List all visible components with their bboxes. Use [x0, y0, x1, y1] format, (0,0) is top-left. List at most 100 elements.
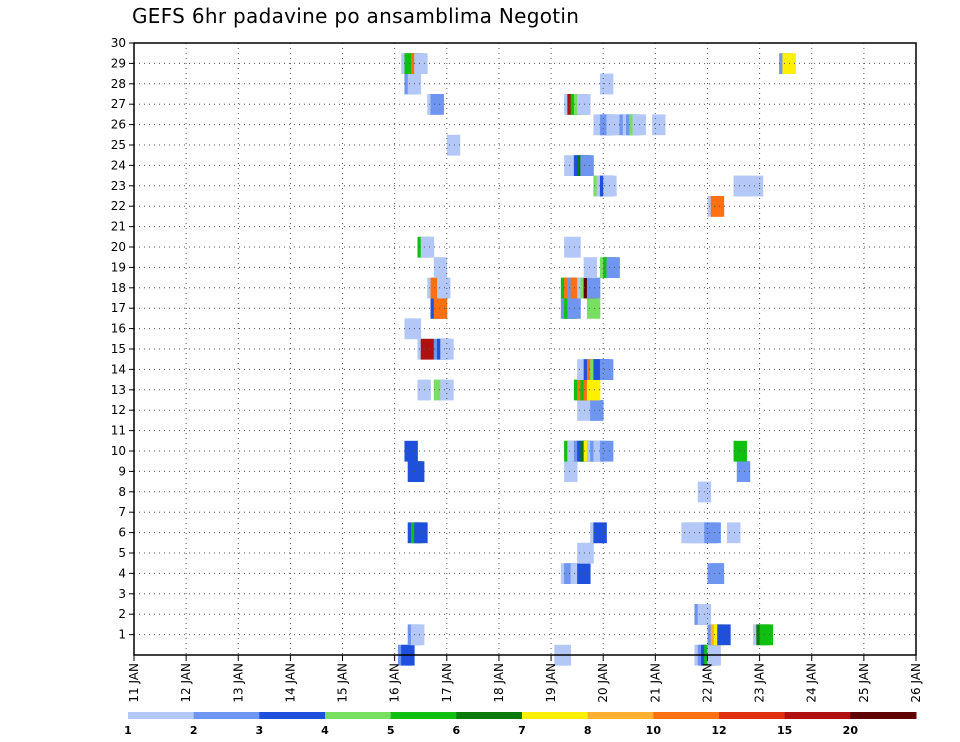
- y-tick-label: 13: [111, 383, 126, 397]
- heatmap-cell: [736, 461, 751, 482]
- heatmap-cell: [583, 257, 598, 278]
- legend-label: 12: [711, 724, 726, 737]
- heatmap-cell: [564, 461, 578, 482]
- x-tick-label: 18 JAN: [492, 663, 506, 703]
- x-tick-label: 13 JAN: [231, 663, 245, 703]
- heatmap-cell: [599, 359, 614, 380]
- heatmap-cell: [433, 257, 448, 278]
- x-axis: 11 JAN 12 JAN 13 JAN 14 JAN 15 JAN 16 JAN 17 J…: [127, 655, 923, 703]
- heatmap-cell: [733, 440, 747, 462]
- heatmap-cell: [586, 277, 601, 299]
- legend-swatch: [128, 712, 195, 719]
- y-tick-label: 2: [118, 607, 126, 621]
- x-tick-label: 16 JAN: [388, 663, 402, 703]
- y-tick-label: 28: [111, 77, 126, 91]
- heatmap-cell: [606, 257, 620, 278]
- y-tick-label: 22: [111, 199, 126, 213]
- y-tick-label: 29: [111, 56, 126, 70]
- heatmap-cell: [446, 134, 461, 156]
- legend-swatch: [390, 712, 457, 719]
- legend-label: 20: [843, 724, 859, 737]
- x-tick-label: 19 JAN: [544, 663, 558, 703]
- x-tick-label: 26 JAN: [909, 663, 923, 703]
- x-tick-label: 15 JAN: [336, 663, 350, 703]
- color-legend: 1 2 3 4 5 6 7 8 10 12 15 20: [124, 712, 917, 737]
- x-tick-label: 23 JAN: [753, 663, 767, 703]
- y-tick-label: 18: [111, 281, 126, 295]
- legend-label: 5: [387, 724, 395, 737]
- heatmap-cell: [410, 624, 425, 646]
- legend-swatch: [653, 712, 720, 719]
- heatmap-cell: [440, 379, 454, 401]
- y-tick-label: 30: [111, 36, 126, 50]
- y-tick-label: 6: [118, 526, 126, 540]
- y-tick-label: 24: [111, 158, 126, 172]
- legend-label: 8: [584, 724, 592, 737]
- heatmap-cell: [440, 338, 454, 360]
- x-tick-label: 22 JAN: [700, 663, 714, 703]
- y-tick-label: 26: [111, 118, 126, 132]
- heatmap-cell: [430, 94, 444, 115]
- y-tick-label: 8: [118, 485, 126, 499]
- heatmap-cell: [727, 522, 741, 544]
- y-tick-label: 7: [118, 505, 126, 519]
- y-axis: 1234567891011121314151617181920212223242…: [111, 36, 134, 642]
- y-tick-label: 1: [118, 628, 126, 642]
- legend-label: 15: [777, 724, 792, 737]
- heatmap-cell: [420, 338, 435, 360]
- y-tick-label: 17: [111, 301, 126, 315]
- y-tick-label: 25: [111, 138, 126, 152]
- heatmap-cell: [420, 236, 435, 258]
- heatmap-cell: [652, 114, 666, 136]
- heatmap-cell: [590, 400, 604, 421]
- heatmap-cell: [577, 563, 591, 584]
- x-tick-label: 24 JAN: [805, 663, 819, 703]
- x-tick-label: 25 JAN: [857, 663, 871, 703]
- y-tick-label: 14: [111, 362, 126, 376]
- legend-swatch: [522, 712, 589, 719]
- legend-label: 7: [518, 724, 526, 737]
- y-tick-label: 9: [118, 464, 126, 478]
- legend-swatch: [193, 712, 260, 719]
- heatmap-cell: [577, 94, 591, 115]
- y-tick-label: 5: [118, 546, 126, 560]
- heatmap-cell: [759, 624, 774, 646]
- x-tick-label: 21 JAN: [648, 663, 662, 703]
- heatmap-cell: [404, 440, 418, 462]
- legend-swatch: [719, 712, 786, 719]
- heatmap-cell: [580, 155, 594, 176]
- heatmap-cell: [599, 73, 614, 95]
- legend-swatch: [456, 712, 523, 719]
- legend-label: 6: [453, 724, 461, 737]
- x-tick-label: 20 JAN: [596, 663, 610, 703]
- heatmap-cell: [580, 542, 594, 564]
- y-tick-label: 4: [118, 566, 126, 580]
- y-tick-label: 27: [111, 97, 126, 111]
- x-tick-label: 14 JAN: [283, 663, 297, 703]
- legend-label: 1: [124, 724, 132, 737]
- heatmap-cell: [414, 522, 428, 544]
- legend-swatch: [587, 712, 654, 719]
- x-tick-label: 17 JAN: [440, 663, 454, 703]
- y-tick-label: 21: [111, 220, 126, 234]
- heatmap-cell: [717, 624, 731, 646]
- heatmap-cell: [433, 298, 448, 319]
- x-tick-label: 12 JAN: [179, 663, 193, 703]
- legend-label: 2: [190, 724, 198, 737]
- legend-label: 3: [256, 724, 264, 737]
- legend-swatch: [259, 712, 326, 719]
- heatmap-cell: [410, 461, 425, 482]
- legend-swatch: [784, 712, 851, 719]
- heatmap-cell: [710, 196, 725, 217]
- heatmap-cell: [586, 298, 601, 319]
- heatmap-cell: [414, 53, 428, 74]
- y-tick-label: 15: [111, 342, 126, 356]
- heatmap-cell: [749, 175, 764, 197]
- legend-swatch: [850, 712, 917, 719]
- y-tick-label: 3: [118, 587, 126, 601]
- legend-label: 10: [646, 724, 662, 737]
- heatmap-cell: [599, 440, 614, 462]
- legend-swatch: [325, 712, 392, 719]
- y-tick-label: 12: [111, 403, 126, 417]
